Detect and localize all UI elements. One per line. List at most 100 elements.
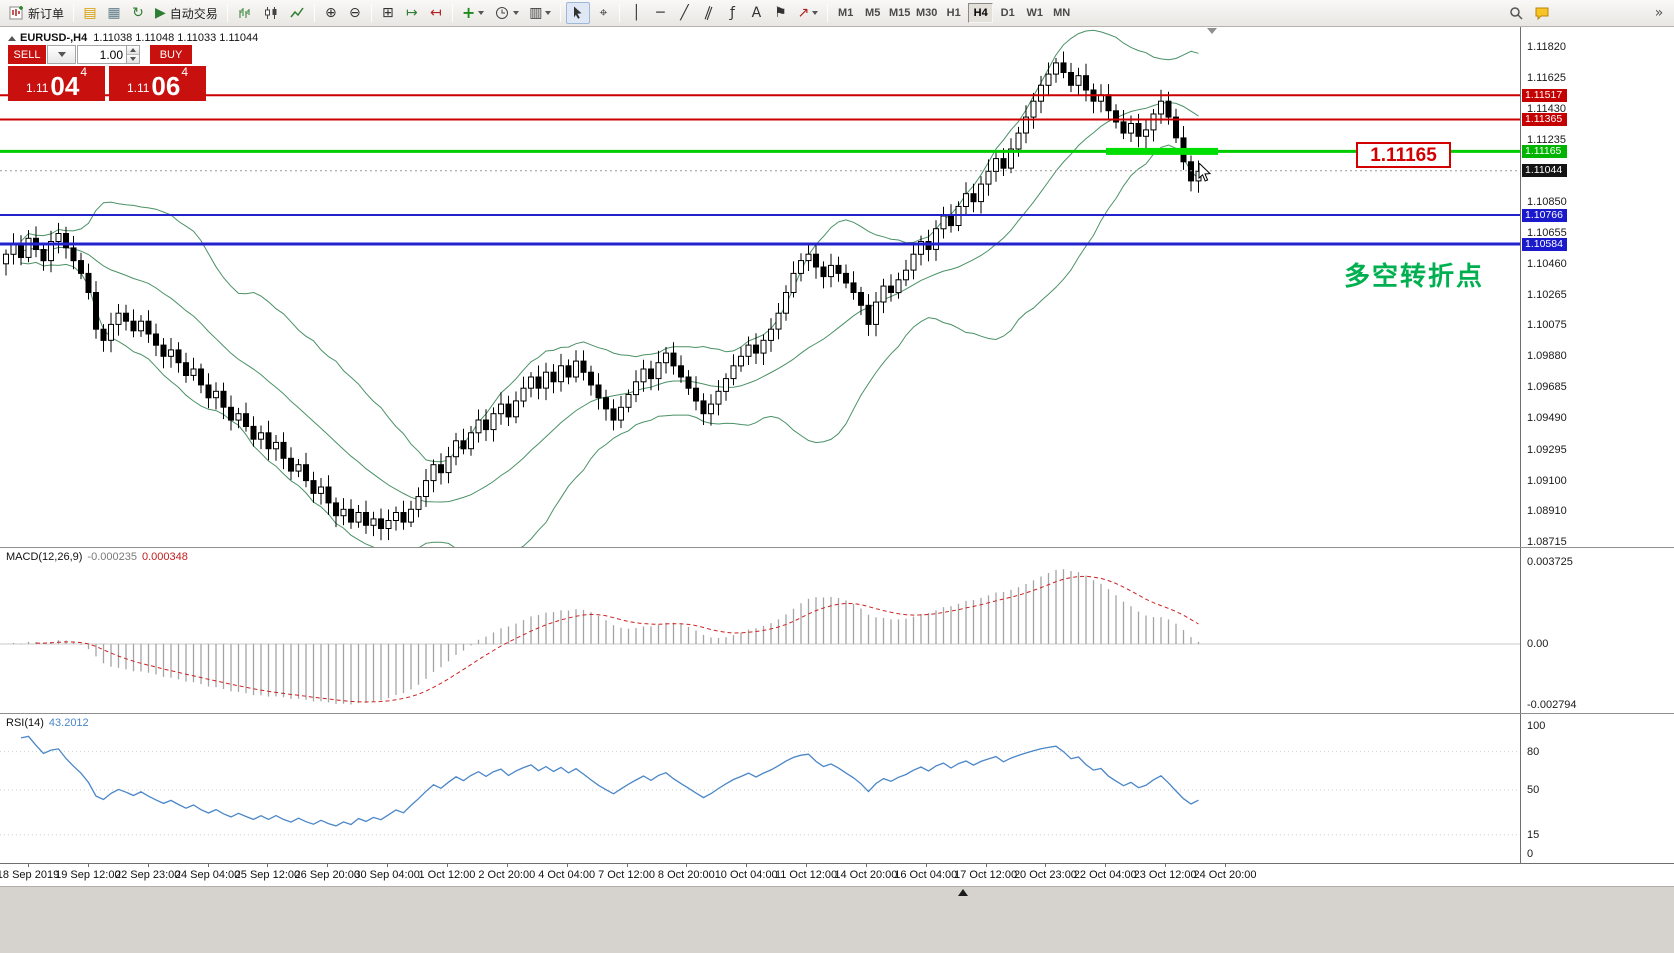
buy-button[interactable]: BUY bbox=[150, 45, 192, 64]
text-icon: A bbox=[751, 5, 762, 21]
price-axis-label: 1.09880 bbox=[1527, 350, 1567, 363]
order-type-dropdown[interactable] bbox=[47, 45, 76, 64]
time-axis-tick bbox=[387, 864, 389, 867]
templates-button[interactable]: ▥ bbox=[525, 2, 555, 24]
time-axis-tick bbox=[28, 864, 29, 867]
timeframe-h1[interactable]: H1 bbox=[946, 7, 961, 19]
chart-shift-marker[interactable] bbox=[1207, 28, 1217, 34]
macd-signal-value: 0.000348 bbox=[141, 551, 188, 563]
timeframe-d1[interactable]: D1 bbox=[1000, 7, 1015, 19]
menu-overflow-button[interactable]: » bbox=[1648, 2, 1670, 24]
indicators-button[interactable]: + bbox=[458, 2, 488, 24]
tile-icon: ⊞ bbox=[381, 5, 394, 21]
price-tag: 1.11517 bbox=[1522, 88, 1567, 102]
buy-price-button[interactable]: 1.11 06 4 bbox=[109, 65, 206, 101]
sell-price-button[interactable]: 1.11 04 4 bbox=[8, 65, 105, 101]
macd-axis-label: 0.00 bbox=[1527, 638, 1549, 650]
date-label: 16 Oct 04:00 bbox=[894, 869, 958, 881]
new-chart-button[interactable]: ▤ bbox=[79, 2, 101, 24]
price-axis-label: 1.09490 bbox=[1527, 412, 1567, 425]
bollinger-lower-line[interactable] bbox=[20, 144, 1199, 547]
channel-button[interactable]: ∥ bbox=[697, 2, 719, 24]
vertical-line-button[interactable]: │ bbox=[625, 2, 647, 24]
bollinger-middle-line[interactable] bbox=[20, 101, 1199, 503]
annotation-text[interactable]: 多空转折点 bbox=[1344, 261, 1485, 291]
search-button[interactable] bbox=[1504, 2, 1528, 24]
price-axis-label: 1.11430 bbox=[1527, 103, 1566, 116]
scroll-position-marker[interactable] bbox=[958, 889, 968, 896]
price-axis[interactable]: 1.11820 1.11625 1.11430 1.11235 1.10850 1.106… bbox=[1520, 27, 1674, 547]
volume-input[interactable] bbox=[77, 45, 127, 64]
timeframe-h4[interactable]: H4 bbox=[968, 3, 994, 23]
timeframe-m15[interactable]: M15 bbox=[888, 7, 911, 19]
text-button[interactable]: A bbox=[745, 2, 767, 24]
timeframe-w1[interactable]: W1 bbox=[1026, 7, 1043, 19]
arrows-button[interactable]: ↗ bbox=[793, 2, 822, 24]
volume-decrease-button[interactable] bbox=[127, 54, 139, 63]
timeframe-mn[interactable]: MN bbox=[1053, 7, 1071, 19]
rsi-axis-label: 15 bbox=[1527, 828, 1540, 841]
refresh-button[interactable]: ↻ bbox=[127, 2, 149, 24]
rsi-axis[interactable]: 100 80 50 15 0 bbox=[1520, 714, 1674, 863]
timeframe-m30[interactable]: M30 bbox=[915, 7, 938, 19]
macd-axis-label: -0.002794 bbox=[1527, 699, 1577, 712]
zoom-in-button[interactable]: ⊕ bbox=[320, 2, 342, 24]
profiles-button[interactable]: ▦ bbox=[103, 2, 125, 24]
mouse-cursor bbox=[1198, 163, 1212, 182]
price-plot[interactable] bbox=[0, 27, 1520, 547]
candlestick-chart-button[interactable] bbox=[259, 2, 283, 24]
timeframe-m5[interactable]: M5 bbox=[865, 7, 881, 19]
tile-windows-button[interactable]: ⊞ bbox=[377, 2, 399, 24]
fibonacci-button[interactable]: ƒ bbox=[721, 2, 743, 24]
bollinger-upper-line[interactable] bbox=[20, 29, 1199, 463]
hline-icon: ─ bbox=[656, 5, 665, 21]
autotrading-button[interactable]: ▶ 自动交易 bbox=[151, 2, 222, 24]
auto-scroll-button[interactable]: ↦ bbox=[401, 2, 423, 24]
macd-plot[interactable] bbox=[0, 548, 1520, 713]
date-label: 23 Oct 12:00 bbox=[1133, 869, 1197, 881]
date-label: 22 Sep 23:00 bbox=[114, 869, 181, 881]
crosshair-button[interactable]: ⌖ bbox=[592, 2, 614, 24]
horizontal-line-button[interactable]: ─ bbox=[649, 2, 671, 24]
date-label: 24 Oct 20:00 bbox=[1193, 869, 1257, 881]
volume-increase-button[interactable] bbox=[127, 46, 139, 54]
price-callout-label[interactable]: 1.11165 bbox=[1356, 142, 1451, 168]
price-chart-panel[interactable]: 1.11820 1.11625 1.11430 1.11235 1.10850 1.106… bbox=[0, 27, 1674, 547]
chart-shift-button[interactable]: ↤ bbox=[425, 2, 447, 24]
macd-axis[interactable]: 0.003725 0.00 -0.002794 bbox=[1520, 548, 1674, 713]
macd-name: MACD(12,26,9) bbox=[6, 551, 83, 563]
rsi-panel[interactable]: RSI(14) 43.2012 100 80 50 15 0 bbox=[0, 713, 1674, 863]
rsi-plot[interactable] bbox=[0, 714, 1520, 863]
zoom-out-icon: ⊖ bbox=[348, 5, 361, 21]
date-label: 4 Oct 04:00 bbox=[538, 869, 596, 881]
macd-axis-label: 0.003725 bbox=[1527, 556, 1573, 569]
new-order-button[interactable]: 新订单 bbox=[4, 2, 68, 24]
periods-button[interactable] bbox=[490, 2, 523, 24]
macd-panel[interactable]: MACD(12,26,9) -0.000235 0.000348 0.003725 0… bbox=[0, 547, 1674, 713]
trade-panel-collapse-icon[interactable] bbox=[8, 35, 16, 41]
community-button[interactable] bbox=[1530, 2, 1554, 24]
label-button[interactable]: ⚑ bbox=[769, 2, 791, 24]
cursor-button[interactable] bbox=[566, 2, 591, 24]
trendline-button[interactable]: ╱ bbox=[673, 2, 695, 24]
date-label: 2 Oct 20:00 bbox=[478, 869, 536, 881]
time-axis-tick bbox=[87, 864, 89, 867]
toolbar-separator bbox=[73, 4, 75, 22]
tline-icon: ╱ bbox=[680, 5, 689, 21]
date-label: 22 Oct 04:00 bbox=[1073, 869, 1137, 881]
highlighted-price-zone[interactable] bbox=[1106, 147, 1218, 155]
bar-chart-button[interactable] bbox=[233, 2, 257, 24]
date-label: 19 Sep 12:00 bbox=[55, 869, 121, 881]
crosshair-icon: ⌖ bbox=[599, 5, 608, 21]
zoom-out-button[interactable]: ⊖ bbox=[344, 2, 366, 24]
date-label: 24 Sep 04:00 bbox=[174, 869, 241, 881]
sell-button[interactable]: SELL bbox=[8, 45, 46, 64]
toolbar-separator bbox=[451, 4, 453, 22]
time-axis-tick bbox=[506, 864, 508, 867]
time-axis[interactable]: 18 Sep 2019 19 Sep 12:00 22 Sep 23:00 24 Se… bbox=[0, 863, 1674, 886]
timeframe-m1[interactable]: M1 bbox=[838, 7, 854, 19]
chart-title: EURUSD-,H4 1.11038 1.11048 1.11033 1.110… bbox=[8, 32, 258, 44]
line-chart-button[interactable] bbox=[285, 2, 309, 24]
bars-icon bbox=[237, 5, 253, 21]
